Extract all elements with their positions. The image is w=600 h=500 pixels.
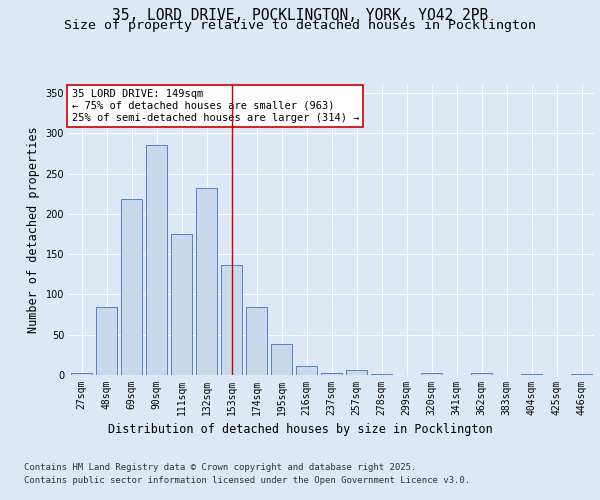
- Y-axis label: Number of detached properties: Number of detached properties: [27, 126, 40, 334]
- Bar: [171, 234, 192, 375]
- Bar: [121, 200, 142, 375]
- Text: Contains public sector information licensed under the Open Government Licence v3: Contains public sector information licen…: [24, 476, 470, 485]
- Bar: [71, 374, 92, 375]
- Bar: [346, 370, 367, 375]
- Text: 35 LORD DRIVE: 149sqm
← 75% of detached houses are smaller (963)
25% of semi-det: 35 LORD DRIVE: 149sqm ← 75% of detached …: [71, 90, 359, 122]
- Bar: [221, 264, 242, 375]
- Bar: [371, 374, 392, 375]
- Bar: [571, 374, 592, 375]
- Bar: [96, 306, 117, 375]
- Bar: [321, 374, 342, 375]
- Bar: [271, 344, 292, 375]
- Bar: [296, 366, 317, 375]
- Bar: [521, 374, 542, 375]
- Text: 35, LORD DRIVE, POCKLINGTON, YORK, YO42 2PB: 35, LORD DRIVE, POCKLINGTON, YORK, YO42 …: [112, 8, 488, 22]
- Bar: [421, 372, 442, 375]
- Bar: [471, 374, 492, 375]
- Text: Contains HM Land Registry data © Crown copyright and database right 2025.: Contains HM Land Registry data © Crown c…: [24, 462, 416, 471]
- Bar: [246, 306, 267, 375]
- Bar: [196, 188, 217, 375]
- Bar: [146, 146, 167, 375]
- Text: Size of property relative to detached houses in Pocklington: Size of property relative to detached ho…: [64, 18, 536, 32]
- Text: Distribution of detached houses by size in Pocklington: Distribution of detached houses by size …: [107, 422, 493, 436]
